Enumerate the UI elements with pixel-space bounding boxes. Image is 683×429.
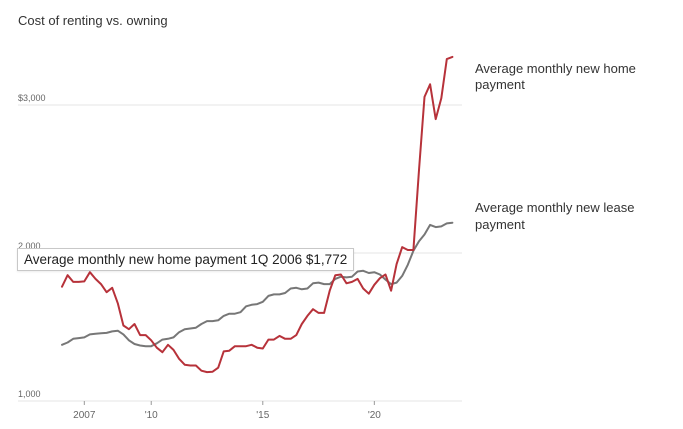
home-payment-label: payment bbox=[475, 77, 525, 92]
chart-tooltip: Average monthly new home payment 1Q 2006… bbox=[17, 248, 355, 271]
y-tick-label: 1,000 bbox=[18, 389, 41, 399]
x-tick-label: '20 bbox=[368, 410, 381, 421]
chart-title: Cost of renting vs. owning bbox=[18, 13, 168, 28]
y-tick-label: 2,000 bbox=[18, 241, 41, 251]
home-payment-line[interactable] bbox=[61, 55, 454, 374]
x-tick-label: '15 bbox=[256, 410, 269, 421]
lease-payment-line[interactable] bbox=[61, 221, 454, 348]
x-tick-label: '10 bbox=[145, 410, 158, 421]
x-axis-ticks: 2007 '10 '15 '20 bbox=[73, 401, 381, 421]
y-tick-label: $3,000 bbox=[18, 93, 46, 103]
series-lines bbox=[61, 55, 454, 374]
lease-payment-label: payment bbox=[475, 217, 525, 232]
x-tick-label: 2007 bbox=[73, 410, 96, 421]
home-payment-label: Average monthly new home bbox=[475, 61, 636, 76]
lease-payment-label: Average monthly new lease bbox=[475, 200, 634, 215]
y-axis-ticks: 1,000 2,000 $3,000 bbox=[18, 93, 46, 399]
